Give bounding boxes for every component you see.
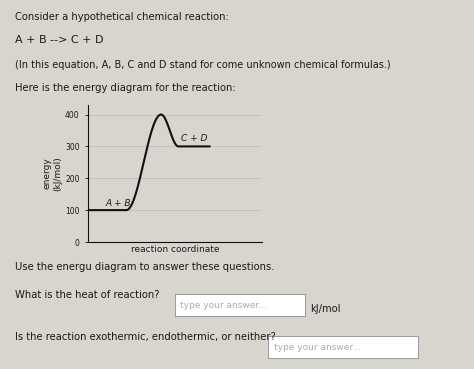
X-axis label: reaction coordinate: reaction coordinate <box>131 245 219 254</box>
Text: C + D: C + D <box>181 134 208 142</box>
Text: (In this equation, A, B, C and D stand for come unknown chemical formulas.): (In this equation, A, B, C and D stand f… <box>15 60 391 70</box>
Text: kJ/mol: kJ/mol <box>310 304 340 314</box>
Y-axis label: energy
(kJ/mol): energy (kJ/mol) <box>43 156 62 191</box>
Text: Is the reaction exothermic, endothermic, or neither?: Is the reaction exothermic, endothermic,… <box>15 332 276 342</box>
Text: What is the heat of reaction?: What is the heat of reaction? <box>15 290 159 300</box>
Text: Use the energu diagram to answer these questions.: Use the energu diagram to answer these q… <box>15 262 274 272</box>
Text: A + B: A + B <box>106 199 131 208</box>
Text: A + B --> C + D: A + B --> C + D <box>15 35 103 45</box>
Text: Consider a hypothetical chemical reaction:: Consider a hypothetical chemical reactio… <box>15 12 229 22</box>
Text: type your answer...: type your answer... <box>180 300 267 310</box>
Text: type your answer...: type your answer... <box>274 342 361 352</box>
Text: Here is the energy diagram for the reaction:: Here is the energy diagram for the react… <box>15 83 236 93</box>
